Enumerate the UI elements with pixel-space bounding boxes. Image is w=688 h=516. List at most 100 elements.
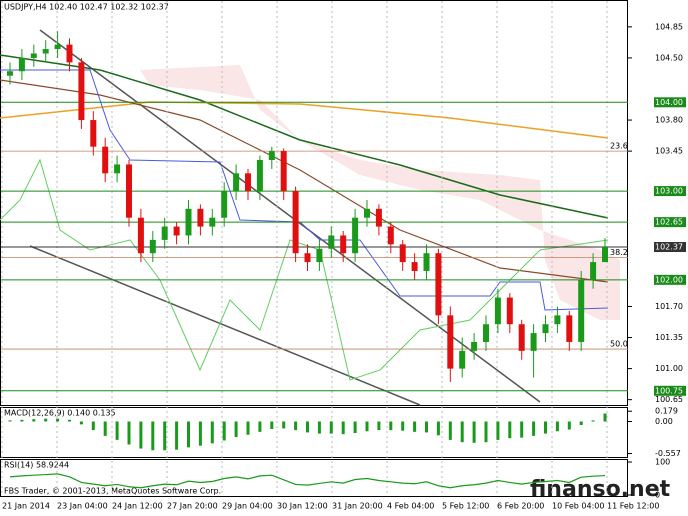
level-label: 100.75 bbox=[655, 386, 683, 395]
macd-bar bbox=[508, 421, 512, 439]
candle-body bbox=[411, 262, 418, 271]
macd-tick-label: 0.179 bbox=[655, 407, 678, 416]
x-tick-label: 31 Jan 20:00 bbox=[332, 502, 383, 511]
macd-bar bbox=[222, 421, 226, 441]
macd-bar bbox=[413, 421, 417, 432]
macd-bar bbox=[270, 421, 274, 429]
candle-body bbox=[7, 71, 13, 76]
macd-bar bbox=[472, 421, 476, 443]
candle-body bbox=[494, 297, 501, 325]
candle-body bbox=[126, 164, 132, 218]
candle-body bbox=[161, 226, 168, 240]
macd-bar bbox=[127, 421, 131, 445]
fib-label: 23.6 bbox=[610, 142, 628, 151]
macd-bar bbox=[139, 421, 143, 449]
rsi-frame bbox=[0, 459, 628, 497]
macd-bar bbox=[460, 421, 464, 443]
candle-body bbox=[518, 324, 525, 351]
macd-bar bbox=[567, 421, 571, 430]
x-tick-label: 11 Feb 12:00 bbox=[607, 502, 659, 511]
trend-line bbox=[39, 29, 541, 403]
footer: FBS Trader, © 2001-2013, MetaQuotes Soft… bbox=[4, 487, 221, 496]
candle-body bbox=[423, 253, 430, 271]
macd-bar bbox=[258, 421, 262, 432]
rsi-line bbox=[9, 473, 606, 489]
candle-body bbox=[304, 253, 311, 263]
macd-bar bbox=[579, 421, 583, 425]
candle-body bbox=[506, 297, 513, 325]
macd-bar bbox=[520, 421, 524, 438]
candle-body bbox=[483, 324, 489, 342]
macd-bar bbox=[377, 421, 381, 431]
x-tick-label: 6 Feb 20:00 bbox=[497, 502, 544, 511]
indicators bbox=[0, 29, 620, 406]
y-tick-label: 103.45 bbox=[655, 147, 683, 156]
candle-body bbox=[149, 239, 156, 254]
macd-bar bbox=[91, 421, 95, 431]
ma-brown bbox=[0, 79, 609, 283]
y-tick-label: 104.85 bbox=[655, 22, 683, 31]
candle-body bbox=[364, 208, 370, 218]
y-tick-label: 100.65 bbox=[655, 395, 683, 404]
x-tick-label: 24 Jan 12:00 bbox=[112, 502, 163, 511]
macd-bar bbox=[68, 419, 71, 422]
candle-body bbox=[292, 191, 299, 254]
macd-bar bbox=[210, 421, 214, 444]
fib-label: 50.0 bbox=[610, 340, 628, 349]
macd-bar bbox=[544, 421, 547, 434]
x-tick-label: 4 Feb 04:00 bbox=[387, 502, 434, 511]
macd-bar bbox=[484, 421, 488, 443]
candle-body bbox=[185, 208, 192, 236]
macd-bar bbox=[317, 421, 321, 434]
candle-body bbox=[102, 146, 109, 174]
candle-body bbox=[435, 253, 442, 316]
macd-bar bbox=[282, 421, 286, 429]
macd-bar bbox=[436, 421, 440, 436]
candle-body bbox=[137, 217, 144, 254]
x-tick-label: 27 Jan 20:00 bbox=[167, 502, 218, 511]
macd-bar bbox=[187, 421, 190, 448]
macd-bar bbox=[20, 419, 24, 422]
candle-body bbox=[590, 262, 597, 280]
candle-body bbox=[554, 315, 561, 325]
macd-bar bbox=[246, 421, 250, 435]
candle-body bbox=[209, 217, 216, 227]
level-label: 102.65 bbox=[655, 218, 683, 227]
candle-body bbox=[54, 44, 61, 50]
macd-bar bbox=[329, 421, 333, 434]
candle-body bbox=[328, 235, 335, 249]
macd-tick-label: -0.557 bbox=[655, 449, 681, 458]
level-label: 102.00 bbox=[655, 275, 683, 284]
macd-bar bbox=[103, 421, 107, 436]
candle-body bbox=[375, 208, 382, 227]
level-box bbox=[654, 241, 686, 252]
candle-body bbox=[280, 151, 287, 192]
candle-body bbox=[340, 235, 347, 254]
candle-body bbox=[566, 315, 573, 342]
macd-bar bbox=[496, 421, 500, 440]
x-tick-label: 21 Jan 2014 bbox=[2, 502, 50, 511]
level-label: 102.37 bbox=[655, 242, 683, 251]
rsi-tick-label: 0 bbox=[655, 491, 660, 500]
macd-bar bbox=[32, 419, 36, 422]
y-tick-label: 101.00 bbox=[655, 364, 683, 373]
candle-body bbox=[399, 244, 406, 263]
candle-body bbox=[90, 120, 97, 147]
kijun bbox=[0, 69, 609, 311]
candle-body bbox=[233, 173, 240, 192]
ma-green bbox=[0, 54, 609, 219]
candle-body bbox=[471, 341, 478, 351]
fib-label: 38.2 bbox=[610, 248, 628, 257]
candle-body bbox=[542, 324, 549, 334]
candle-body bbox=[114, 164, 121, 174]
macd-bar bbox=[555, 421, 559, 432]
x-tick-label: 23 Jan 04:00 bbox=[57, 502, 108, 511]
rsi-title: RSI(14) 58.9244 bbox=[4, 461, 69, 470]
level-label: 103.00 bbox=[655, 187, 683, 196]
macd-bar bbox=[115, 421, 119, 440]
macd-bar bbox=[163, 421, 167, 451]
macd-bar bbox=[44, 418, 48, 422]
main-frame bbox=[0, 0, 628, 406]
candle-body bbox=[18, 57, 25, 72]
